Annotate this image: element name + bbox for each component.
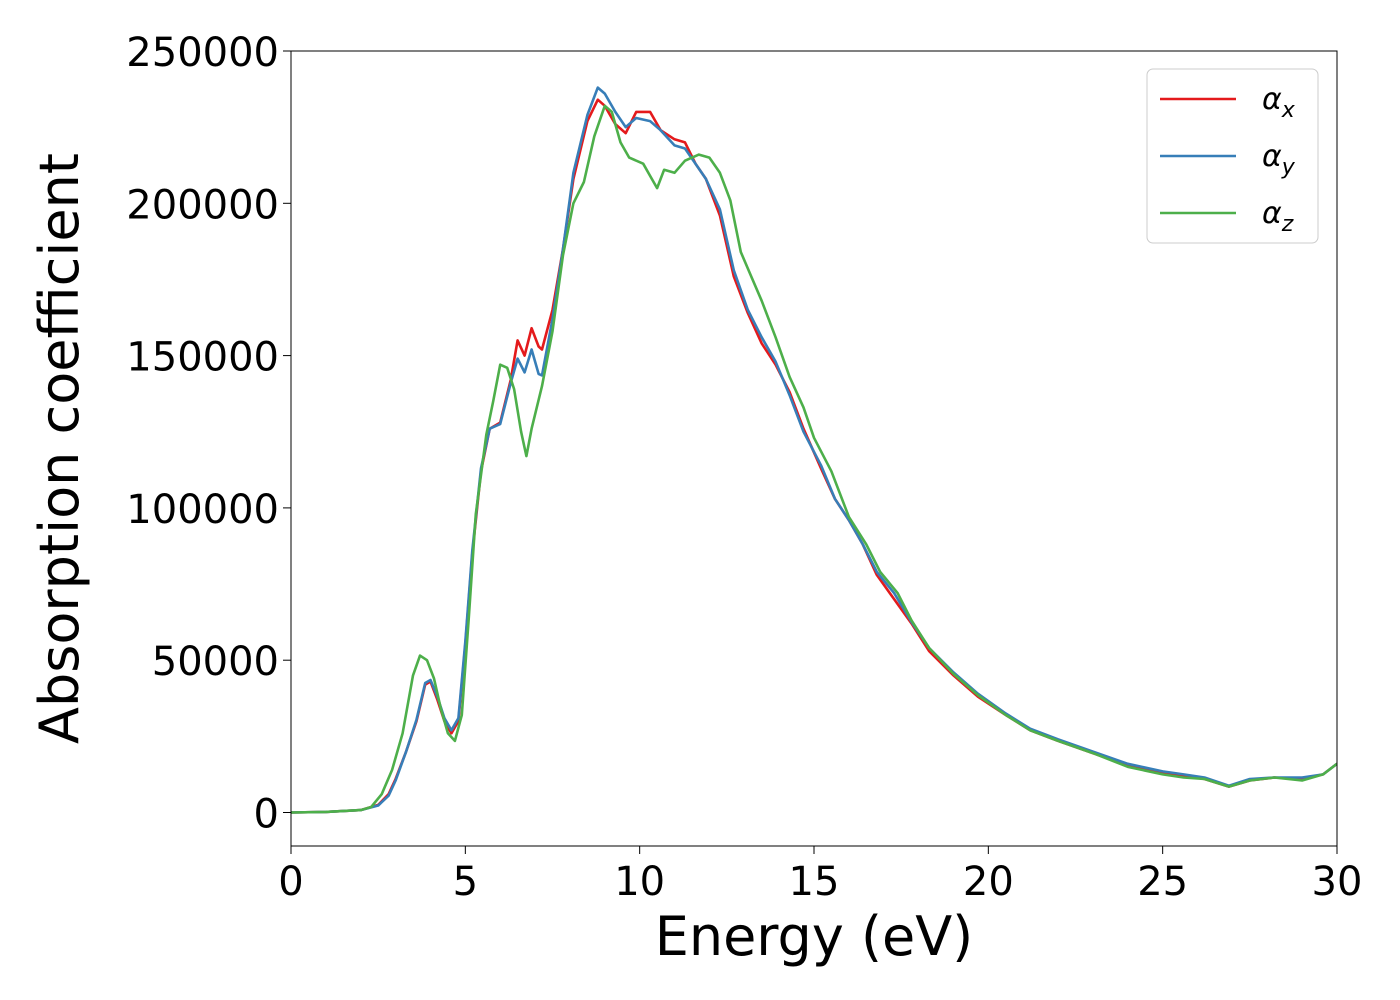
plot-lines xyxy=(291,86,1337,814)
series-line-z xyxy=(291,104,1337,814)
y-tick-label: 200000 xyxy=(126,182,279,228)
x-tick-label: 0 xyxy=(278,859,303,905)
legend-label-x: αx xyxy=(1262,82,1296,123)
y-tick-label: 250000 xyxy=(126,30,279,76)
x-tick-label: 15 xyxy=(789,859,840,905)
x-axis-title: Energy (eV) xyxy=(655,905,974,968)
series-line-y xyxy=(291,86,1337,814)
y-tick-label: 0 xyxy=(254,791,279,837)
y-axis-title: Absorption coefficient xyxy=(28,153,91,744)
legend-label-base: α xyxy=(1262,82,1282,117)
y-tick-label: 100000 xyxy=(126,487,279,533)
y-tick-label: 150000 xyxy=(126,335,279,381)
legend-label-z: αz xyxy=(1262,196,1294,237)
legend-label-y: αy xyxy=(1262,139,1296,180)
x-axis: 0 5 10 15 20 25 30 xyxy=(278,846,1362,905)
y-tick-label: 50000 xyxy=(152,639,279,685)
legend-label-subscript: y xyxy=(1281,155,1296,180)
x-tick-label: 20 xyxy=(963,859,1014,905)
x-tick-label: 10 xyxy=(614,859,665,905)
legend-label-base: α xyxy=(1262,139,1282,174)
legend-label-base: α xyxy=(1262,196,1282,231)
x-tick-label: 25 xyxy=(1137,859,1188,905)
x-tick-label: 30 xyxy=(1312,859,1363,905)
legend-label-subscript: z xyxy=(1281,212,1294,237)
legend-label-subscript: x xyxy=(1281,98,1296,123)
y-axis: 0 50000 100000 150000 200000 250000 xyxy=(126,30,291,837)
x-tick-label: 5 xyxy=(453,859,478,905)
